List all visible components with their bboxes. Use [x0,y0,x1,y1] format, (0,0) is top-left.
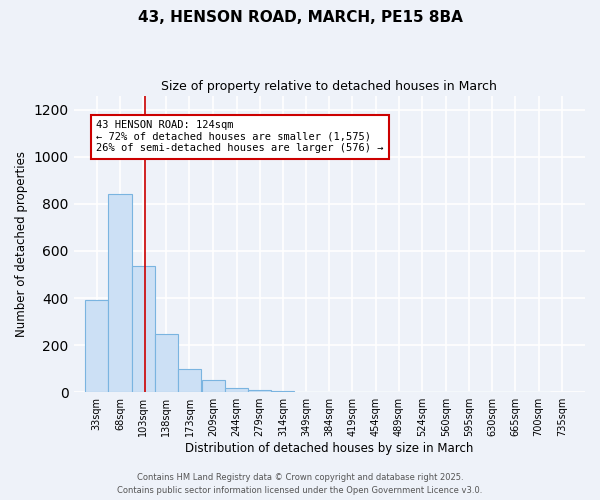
Text: 43 HENSON ROAD: 124sqm
← 72% of detached houses are smaller (1,575)
26% of semi-: 43 HENSON ROAD: 124sqm ← 72% of detached… [97,120,384,154]
X-axis label: Distribution of detached houses by size in March: Distribution of detached houses by size … [185,442,473,455]
Title: Size of property relative to detached houses in March: Size of property relative to detached ho… [161,80,497,93]
Bar [131,266,155,392]
Bar [248,390,271,392]
Bar [109,194,131,392]
Bar [155,334,178,392]
Text: Contains HM Land Registry data © Crown copyright and database right 2025.
Contai: Contains HM Land Registry data © Crown c… [118,474,482,495]
Text: 43, HENSON ROAD, MARCH, PE15 8BA: 43, HENSON ROAD, MARCH, PE15 8BA [137,10,463,25]
Bar [225,388,248,392]
Bar [202,380,225,392]
Bar [178,370,201,392]
Bar [85,300,109,392]
Y-axis label: Number of detached properties: Number of detached properties [15,151,28,337]
